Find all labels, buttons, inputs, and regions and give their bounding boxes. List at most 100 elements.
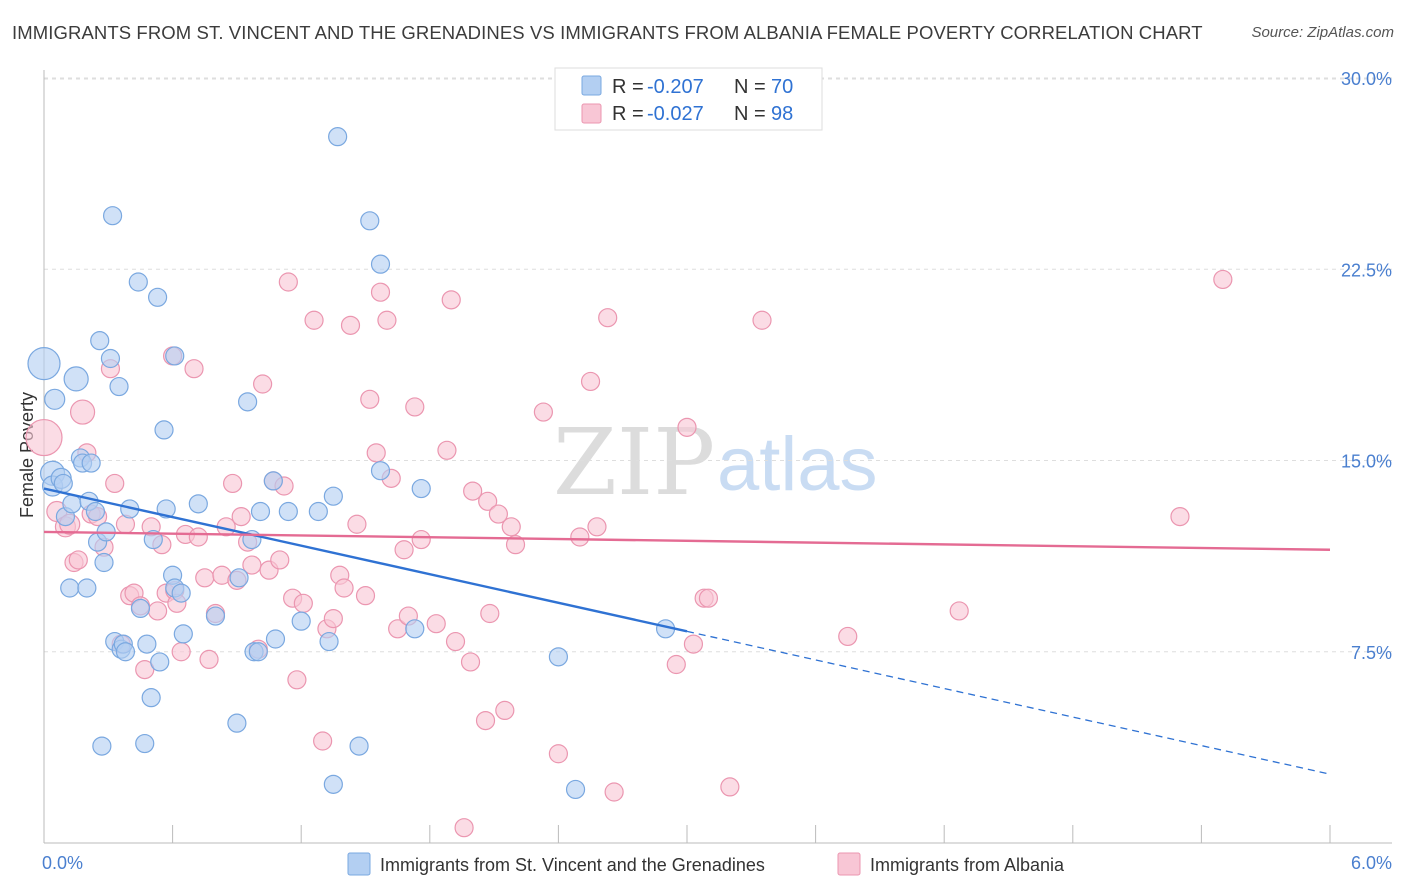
stats-r-value-blue: -0.207 — [647, 76, 704, 98]
albania-point — [366, 443, 386, 463]
albania-point — [360, 389, 380, 409]
albania-point — [580, 371, 601, 392]
st-vincent-point — [411, 478, 431, 499]
stats-r-label-blue: R = — [612, 76, 644, 98]
st-vincent-point — [349, 736, 369, 756]
albania-point — [334, 578, 354, 598]
trend-lines — [43, 487, 1331, 775]
st-vincent-point — [370, 254, 391, 274]
st-vincent-trend-line — [43, 487, 688, 633]
albania-point — [135, 659, 155, 680]
y-tick-label: 7.5% — [1351, 643, 1392, 663]
albania-point — [355, 586, 376, 606]
albania-point — [394, 540, 414, 560]
stats-swatch-pink — [581, 103, 602, 124]
st-vincent-point — [154, 420, 174, 440]
st-vincent-point — [323, 486, 343, 506]
st-vincent-point — [60, 578, 80, 598]
stats-r-label-pink: R = — [612, 103, 644, 125]
stats-swatch-blue — [581, 75, 602, 96]
albania-point — [698, 588, 719, 608]
st-vincent-point — [150, 652, 170, 672]
legend-swatch-albania — [837, 852, 861, 876]
st-vincent-point — [63, 366, 89, 392]
st-vincent-trend-extension — [686, 630, 1331, 775]
st-vincent-point — [248, 642, 268, 662]
albania-point — [340, 315, 361, 335]
st-vincent-point — [81, 453, 101, 473]
stats-n-value-pink: 98 — [771, 103, 793, 125]
st-vincent-point — [265, 629, 286, 649]
legend-swatch-st-vincent — [347, 852, 371, 876]
albania-point — [752, 310, 772, 330]
st-vincent-point — [229, 568, 249, 588]
chart-title: IMMIGRANTS FROM ST. VINCENT AND THE GREN… — [12, 22, 1203, 43]
albania-point — [68, 550, 88, 570]
st-vincent-point — [100, 348, 121, 369]
albania-point — [195, 568, 215, 588]
albania-point — [287, 670, 307, 690]
st-vincent-point — [263, 471, 283, 491]
st-vincent-point — [135, 733, 155, 754]
st-vincent-point — [278, 501, 298, 522]
albania-point — [405, 397, 425, 417]
st-vincent-point — [62, 494, 82, 514]
st-vincent-point — [323, 774, 343, 794]
albania-point — [454, 818, 474, 838]
albania-point — [437, 440, 457, 460]
st-vincent-point — [109, 376, 129, 397]
legend-label-st-vincent: Immigrants from St. Vincent and the Gren… — [380, 855, 765, 875]
x-tick-label: 0.0% — [42, 853, 83, 873]
albania-point — [171, 642, 191, 662]
stats-n-label-blue: N = — [734, 76, 766, 98]
albania-point — [480, 603, 500, 624]
albania-points — [25, 269, 1233, 838]
albania-trend-line — [43, 530, 1331, 551]
x-tick-labels: 0.0% 6.0% — [42, 853, 1392, 873]
albania-point — [278, 272, 298, 292]
st-vincent-point — [44, 388, 66, 410]
bottom-legend: Immigrants from St. Vincent and the Gren… — [347, 852, 1065, 876]
albania-point — [495, 700, 515, 721]
albania-point — [441, 290, 461, 310]
albania-point — [604, 782, 624, 802]
st-vincent-point — [115, 642, 136, 662]
albania-point — [105, 473, 125, 494]
st-vincent-point — [370, 461, 391, 481]
albania-point — [677, 417, 697, 437]
y-tick-labels: 7.5% 15.0% 22.5% 30.0% — [1341, 69, 1392, 663]
st-vincent-point — [319, 631, 339, 652]
axes — [43, 70, 1392, 844]
albania-point — [199, 649, 219, 670]
albania-point — [377, 310, 397, 330]
st-vincent-point — [565, 779, 586, 800]
st-vincent-point — [137, 634, 157, 654]
watermark-atlas: atlas — [717, 422, 878, 507]
albania-point — [253, 374, 273, 394]
st-vincent-point — [94, 552, 114, 573]
albania-point — [25, 418, 63, 457]
source-note: Source: ZipAtlas.com — [1251, 24, 1394, 41]
st-vincent-point — [128, 272, 148, 292]
y-axis-title: Female Poverty — [17, 392, 37, 518]
stats-n-value-blue: 70 — [771, 76, 793, 98]
albania-point — [463, 481, 483, 501]
albania-point — [270, 550, 290, 570]
st-vincent-point — [291, 611, 311, 631]
albania-point — [347, 514, 367, 534]
albania-point — [1170, 506, 1190, 527]
x-tick-label: 6.0% — [1351, 853, 1392, 873]
st-vincent-point — [548, 647, 569, 667]
st-vincent-point — [360, 211, 380, 231]
albania-point — [313, 731, 333, 751]
stats-legend-box: R = -0.207 N = 70 R = -0.027 N = 98 — [554, 67, 823, 131]
st-vincent-point — [328, 127, 348, 147]
albania-point — [598, 308, 618, 328]
albania-point — [293, 593, 313, 613]
albania-point — [1213, 269, 1233, 290]
stats-r-value-pink: -0.027 — [647, 103, 704, 125]
albania-point — [188, 527, 208, 547]
st-vincent-point — [227, 713, 247, 733]
albania-point — [838, 626, 858, 647]
st-vincent-point — [27, 347, 61, 381]
